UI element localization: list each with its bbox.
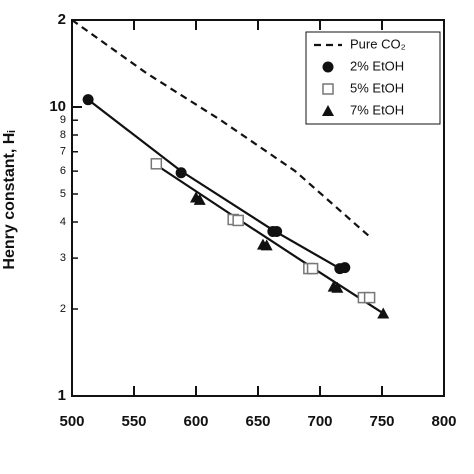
y-minor-label: 3 [60, 252, 66, 264]
x-tick-label: 500 [59, 413, 84, 430]
legend-swatch [322, 105, 334, 116]
y-tick-label: 1 [58, 387, 66, 404]
point [193, 193, 206, 205]
x-tick-label: 550 [121, 413, 146, 430]
legend-swatch [322, 61, 334, 73]
y-axis-label: Henry constant, Hᵢ [1, 130, 18, 269]
point [363, 291, 376, 304]
point [331, 281, 344, 293]
legend-label: 7% EtOH [350, 102, 404, 117]
series-line [71, 19, 371, 238]
point [260, 239, 273, 251]
fit-line [155, 164, 386, 316]
y-minor-label: 2 [60, 303, 66, 315]
y-minor-label: 4 [60, 216, 66, 228]
point [175, 167, 187, 179]
point [82, 94, 94, 106]
y-tick-label: 2 [58, 11, 66, 28]
legend-swatch [322, 83, 334, 95]
fit-line [87, 98, 346, 273]
legend-label: 2% EtOH [350, 58, 404, 73]
y-minor-label: 6 [60, 165, 66, 177]
point [232, 214, 244, 227]
y-minor-label: 5 [60, 188, 66, 200]
x-tick-label: 600 [183, 413, 208, 430]
point [150, 158, 163, 170]
point [306, 262, 319, 275]
y-minor-label: 9 [60, 114, 66, 126]
x-tick-label: 800 [431, 413, 456, 430]
y-minor-label: 8 [60, 129, 66, 141]
y-minor-label: 7 [60, 146, 66, 158]
legend-label: Pure CO₂ [350, 36, 406, 51]
y-tick-label: 10 [49, 98, 66, 115]
x-tick-label: 650 [245, 413, 270, 430]
point [271, 225, 283, 237]
legend-label: 5% EtOH [350, 80, 404, 95]
x-tick-label: 700 [307, 413, 332, 430]
point [377, 307, 390, 319]
x-tick-label: 750 [369, 413, 394, 430]
point [339, 262, 351, 274]
